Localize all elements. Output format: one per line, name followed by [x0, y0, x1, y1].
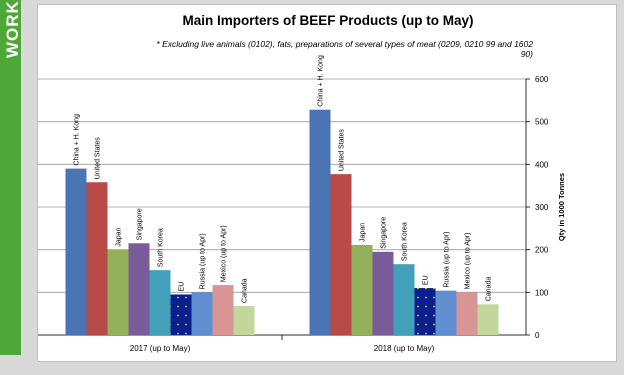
- bar-mexico-up-to-apr: [212, 285, 234, 335]
- bar-label-south-korea: South Korea: [158, 228, 165, 267]
- y-tick-label: 300: [535, 203, 549, 212]
- bar-label-eu: EU: [179, 282, 186, 292]
- bar-label-eu: EU: [423, 275, 430, 285]
- bar-japan: [351, 244, 373, 335]
- bar-united-states: [330, 174, 352, 335]
- y-tick-label: 200: [535, 246, 549, 255]
- y-tick-label: 400: [535, 160, 549, 169]
- y-axis-label: Qty in 1000 Tonnes: [557, 173, 566, 241]
- bar-canada: [233, 305, 255, 335]
- side-tab-label: WORK: [3, 0, 22, 58]
- plot-area: 0 100 200 300 400 500 600 Qty in 1000 Tonnes Chi…: [38, 55, 566, 353]
- bar-singapore: [372, 251, 394, 335]
- bar-label-russia-up-to-apr: Russia (up to Apr): [444, 232, 451, 288]
- chart-subtitle-line-2: 90): [521, 49, 533, 59]
- bar-china-h-kong: [309, 109, 331, 335]
- chart-title: Main Importers of BEEF Products (up to M…: [182, 13, 473, 28]
- bar-eu: [414, 288, 436, 335]
- bar-label-south-korea: South Korea: [402, 222, 409, 261]
- bar-canada: [477, 304, 499, 335]
- y-tick-label: 500: [535, 118, 549, 127]
- bar-label-japan: Japan: [116, 227, 123, 246]
- bar-label-japan: Japan: [360, 223, 367, 242]
- y-tick-label: 0: [535, 331, 540, 340]
- bar-russia-up-to-apr: [435, 290, 457, 335]
- bar-south-korea: [393, 264, 415, 335]
- bar-japan: [107, 249, 129, 335]
- bar-label-mexico-up-to-apr: Mexico (up to Apr): [465, 233, 472, 290]
- bar-label-canada: Canada: [242, 278, 249, 303]
- bar-singapore: [128, 243, 150, 335]
- beef-importers-chart: Main Importers of BEEF Products (up to M…: [38, 13, 566, 353]
- side-tab: WORK: [0, 0, 22, 355]
- bar-mexico-up-to-apr: [456, 292, 478, 335]
- bar-label-singapore: Singapore: [381, 217, 388, 249]
- bar-label-china-h-kong: China + H. Kong: [318, 55, 325, 107]
- x-category-label: 2017 (up to May): [130, 344, 191, 353]
- bar-eu: [170, 294, 192, 335]
- y-tick-label: 100: [535, 288, 549, 297]
- bar-south-korea: [149, 270, 171, 335]
- y-tick-label: 600: [535, 75, 549, 84]
- bar-united-states: [86, 182, 108, 335]
- bar-label-united-states: United States: [95, 137, 102, 180]
- bar-label-russia-up-to-apr: Russia (up to Apr): [200, 233, 207, 289]
- chart-subtitle-line-1: * Excluding live animals (0102), fats, p…: [156, 39, 533, 49]
- bar-china-h-kong: [65, 168, 87, 335]
- bar-label-united-states: United States: [339, 129, 346, 172]
- bar-russia-up-to-apr: [191, 292, 213, 335]
- chart-card: Main Importers of BEEF Products (up to M…: [37, 4, 617, 362]
- bar-label-canada: Canada: [486, 277, 493, 302]
- bar-label-singapore: Singapore: [137, 208, 144, 240]
- bar-label-mexico-up-to-apr: Mexico (up to Apr): [221, 225, 228, 282]
- bar-label-china-h-kong: China + H. Kong: [74, 114, 81, 166]
- x-category-label: 2018 (up to May): [374, 344, 435, 353]
